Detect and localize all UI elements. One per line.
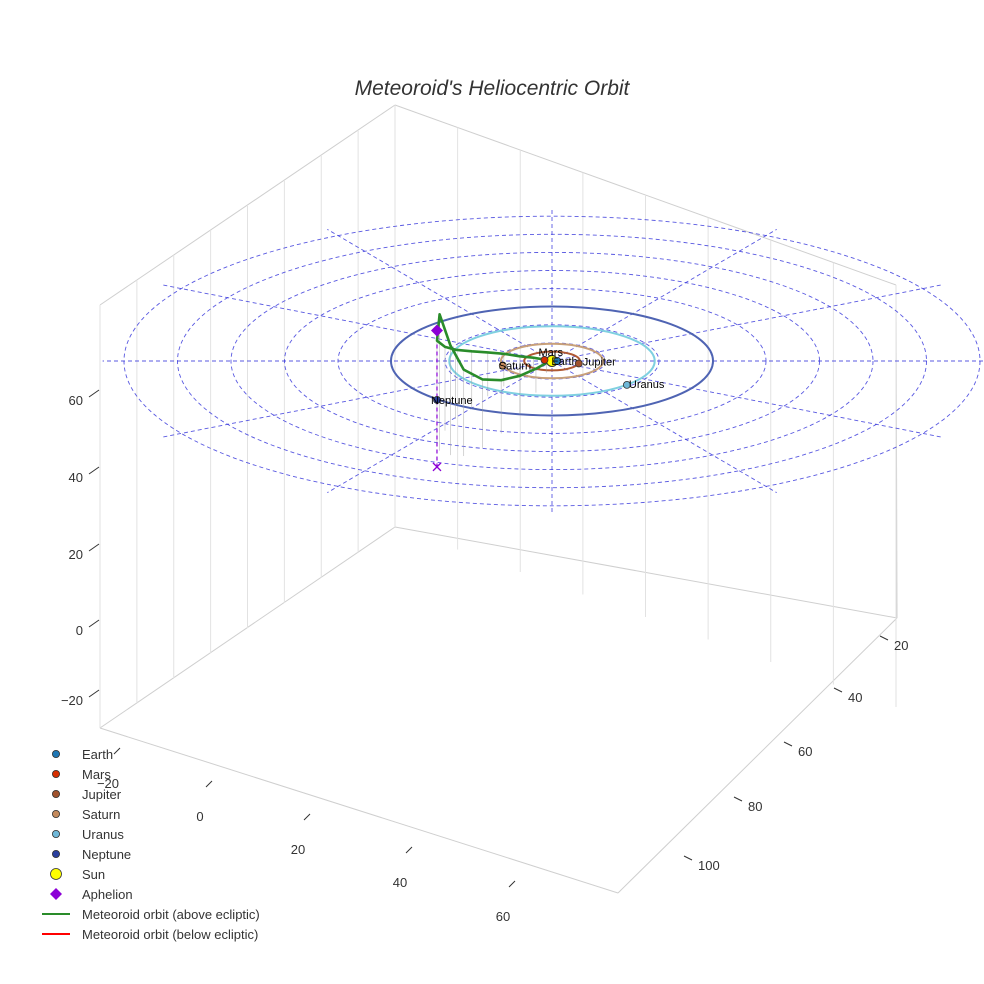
y-tick-mark-2 (783, 741, 793, 747)
legend-label-8: Meteoroid orbit (above ecliptic) (82, 907, 260, 922)
orbit-neptune (389, 305, 715, 417)
axes-panes (99, 104, 898, 894)
y-tick-mark-4 (683, 855, 693, 861)
legend-marker-1 (52, 770, 61, 779)
ecliptic-radial-2 (551, 360, 777, 494)
z-tick-label-4: 60 (69, 393, 83, 408)
legend-label-9: Meteoroid orbit (below ecliptic) (82, 927, 258, 942)
x-tick-label-1: 0 (196, 809, 203, 824)
planet-orbits (389, 305, 715, 417)
planet-label-mars: Mars (539, 347, 564, 359)
ecliptic-grid (102, 208, 984, 514)
pane-edge-2 (617, 617, 898, 894)
legend-marker-0 (52, 750, 61, 759)
planet-label-jupiter: Jupiter (583, 357, 616, 369)
ecliptic-radial-7 (162, 284, 553, 362)
orbit-saturn (499, 342, 605, 380)
legend-label-5: Neptune (82, 847, 131, 862)
legend-marker-4 (52, 830, 61, 839)
planet-marker-jupiter (574, 359, 583, 368)
x-tick-mark-0 (113, 747, 121, 755)
meteoroid-orbit-line (435, 313, 553, 382)
y-tick-mark-1 (833, 687, 843, 693)
z-tick-mark-0 (88, 689, 100, 698)
z-tick-label-0: −20 (61, 693, 83, 708)
x-tick-mark-4 (508, 880, 516, 888)
z-tick-label-1: 0 (76, 623, 83, 638)
y-tick-label-2: 60 (798, 744, 812, 759)
legend-label-3: Saturn (82, 807, 120, 822)
legend-label-2: Jupiter (82, 787, 122, 802)
y-tick-mark-0 (879, 635, 889, 641)
pane-edge-1 (99, 727, 619, 894)
x-tick-mark-1 (205, 780, 213, 788)
x-tick-mark-3 (405, 846, 413, 854)
y-tick-mark-3 (733, 796, 743, 802)
aphelion-projection-marker (432, 462, 442, 472)
legend: Earth Mars Jupiter Saturn Uranus Neptune Sun Ap… (42, 747, 260, 942)
ecliptic-radial-8 (327, 228, 553, 362)
planet-label-earth: Earth (551, 356, 577, 368)
ecliptic-radial-4 (327, 360, 553, 494)
ecliptic-radial-1 (551, 360, 942, 438)
y-tick-label-4: 100 (698, 858, 720, 873)
chart-title: Meteoroid's Heliocentric Orbit (355, 77, 631, 100)
axis-ticks: −20 0 20 40 60 20 40 60 80 100 −20 0 20 40 60 (61, 389, 908, 924)
ecliptic-radial-10 (551, 228, 777, 362)
z-tick-label-2: 20 (69, 547, 83, 562)
y-tick-label-0: 20 (894, 638, 908, 653)
legend-label-0: Earth (82, 747, 113, 762)
legend-marker-2 (52, 790, 61, 799)
aphelion-marker (430, 324, 443, 337)
x-tick-mark-2 (303, 813, 311, 821)
planet-marker-mars (540, 356, 549, 364)
meteoroid-orbit (435, 313, 553, 382)
legend-label-7: Aphelion (82, 887, 133, 902)
legend-marker-7 (50, 888, 62, 900)
z-tick-mark-4 (88, 389, 100, 398)
legend-marker-3 (52, 810, 61, 819)
planet-marker-earth (553, 357, 562, 365)
planet-marker-uranus (623, 380, 631, 389)
legend-marker-6 (50, 868, 62, 880)
legend-label-4: Uranus (82, 827, 124, 842)
legend-label-1: Mars (82, 767, 111, 782)
ecliptic-radial-5 (162, 360, 553, 438)
y-tick-label-1: 40 (848, 690, 862, 705)
z-tick-label-3: 40 (69, 470, 83, 485)
x-tick-label-4: 60 (496, 909, 510, 924)
y-tick-label-3: 80 (748, 799, 762, 814)
orbit-uranus (448, 325, 656, 397)
planet-label-saturn: Saturn (499, 361, 531, 373)
x-tick-label-3: 40 (393, 875, 407, 890)
legend-label-6: Sun (82, 867, 105, 882)
z-tick-mark-3 (88, 466, 100, 475)
ecliptic-radial-11 (551, 284, 942, 362)
z-tick-mark-1 (88, 619, 100, 628)
planet-label-uranus: Uranus (629, 379, 665, 391)
planet-marker-saturn (498, 361, 507, 370)
meteoroid-drop-lines (432, 314, 550, 472)
x-tick-label-0: −20 (97, 776, 119, 791)
z-tick-mark-2 (88, 543, 100, 552)
x-tick-label-2: 20 (291, 842, 305, 857)
planet-marker-neptune (433, 396, 441, 404)
planet-label-neptune: Neptune (431, 395, 473, 407)
legend-marker-5 (52, 850, 61, 859)
